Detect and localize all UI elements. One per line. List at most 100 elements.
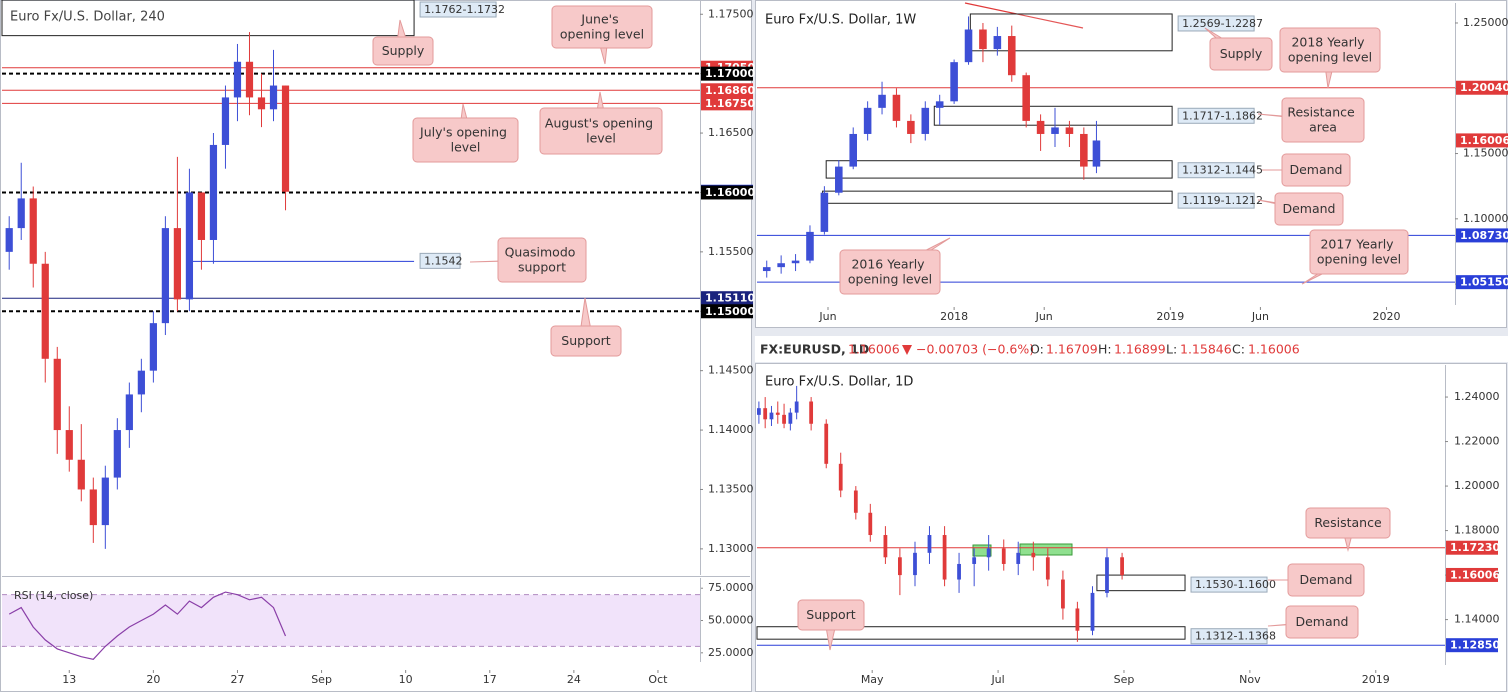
level-label: 1.15110 (705, 292, 755, 305)
y-tick-label: 1.17500 (708, 7, 754, 20)
level-label-box (1446, 540, 1498, 555)
callout-text: 2018 Yearly opening level (1288, 34, 1372, 64)
open-label: O: (1030, 342, 1044, 357)
candle-body (173, 228, 182, 300)
level-label-box (701, 291, 753, 306)
zone-label: 1.1119-1.1212 (1182, 194, 1263, 207)
candle-body (53, 358, 61, 431)
x-tick-label: Jun (818, 310, 836, 323)
candle-body (149, 323, 157, 371)
callout-box (839, 249, 941, 295)
info-texts: FX:EURUSD, 1D 1.16006 −0.00703 (−0.6%) O… (760, 342, 1300, 357)
candle-body (137, 370, 145, 395)
level-label: 1.08730 (1460, 229, 1508, 242)
candle-body (233, 61, 242, 98)
x-tick-label: Nov (1239, 673, 1261, 686)
level-label-box (1456, 228, 1508, 243)
y-tick-label: 1.14000 (708, 423, 754, 436)
callout-text: 2017 Yearly opening level (1317, 236, 1401, 266)
zone-label-box (1190, 628, 1268, 645)
callout-text: Demand (1282, 201, 1335, 216)
x-tick-label: 2020 (1373, 310, 1401, 323)
candle-body (245, 61, 254, 98)
zone (1096, 574, 1186, 592)
callout-text: Demand (1295, 614, 1348, 629)
candle-body (1036, 120, 1045, 134)
candle-body (853, 490, 858, 513)
callout-box (1305, 507, 1391, 539)
y-tick-label: 1.10000 (1463, 212, 1508, 225)
callout-text: Supply (1220, 46, 1263, 61)
level-label: 1.12850 (1450, 639, 1500, 652)
candle-body (763, 408, 768, 420)
candle-body (878, 94, 886, 108)
candle-body (868, 512, 873, 536)
candle-body (1075, 608, 1080, 631)
x-tick-label: Oct (648, 673, 668, 686)
candle-body (993, 36, 1002, 50)
candle-body (113, 430, 121, 478)
x-tick-label: 27 (230, 673, 244, 686)
candle-body (1001, 548, 1006, 564)
candle-body (257, 97, 266, 110)
candle-body (161, 228, 169, 324)
plot: Euro Fx/U.S. Dollar, 240 1.13000 1.13500 1.… (1, 0, 755, 686)
candle-body (794, 401, 799, 413)
level-label-box (701, 185, 753, 200)
zone-label: 1.1530-1.1600 (1195, 578, 1276, 591)
candle-body (1061, 579, 1065, 609)
candle-body (29, 198, 37, 264)
candle-body (913, 552, 917, 576)
candle-body (281, 85, 290, 192)
zone (825, 160, 1173, 179)
zone-label-box (1177, 107, 1255, 124)
candle-body (762, 267, 771, 272)
level-label: 1.16000 (705, 186, 755, 199)
rsi-line (8, 591, 287, 660)
level-label: 1.16006 (1460, 134, 1508, 147)
info-bar (755, 336, 1508, 362)
candle-body (788, 412, 793, 424)
y-tick-label: 1.14500 (708, 364, 754, 377)
candle-body (775, 412, 780, 415)
x-tick-label: 2019 (1362, 673, 1390, 686)
callout-box (1287, 563, 1365, 597)
candle-body (921, 107, 930, 134)
x-tick-label: 13 (62, 673, 76, 686)
chart-title: Euro Fx/U.S. Dollar, 1W (765, 13, 916, 28)
zone-label-box (1190, 576, 1268, 593)
level-label: 1.05150 (1460, 276, 1508, 289)
level-label-box (1456, 80, 1508, 95)
candle-body (863, 107, 872, 134)
candle-body (197, 192, 206, 240)
zone-label-box (1177, 15, 1255, 32)
zone-label-box (419, 1, 497, 18)
y-tick-label: 1.13500 (708, 482, 754, 495)
candle-body (1051, 127, 1059, 134)
candle-body (1007, 36, 1016, 76)
candle-body (972, 557, 977, 564)
candle-body (1045, 557, 1050, 580)
callout-box (1309, 229, 1409, 275)
callout-text: Support (806, 607, 856, 622)
candle-body (964, 29, 973, 63)
zone-label-box (1177, 192, 1255, 209)
level-label-box (701, 83, 753, 98)
candle-body (1080, 133, 1088, 167)
chart-title: Euro Fx/U.S. Dollar, 240 (10, 10, 165, 25)
level-label: 1.20040 (1460, 81, 1508, 94)
callout-box (1281, 97, 1365, 143)
callout-text: Quasimodo support (505, 244, 580, 274)
zone (933, 105, 1173, 126)
candle-body (17, 198, 25, 229)
x-tick-label: 2018 (940, 310, 968, 323)
candle-body (125, 394, 133, 431)
candle-body (89, 489, 97, 526)
callout-text: 2016 Yearly opening level (848, 256, 932, 286)
x-tick-label: 17 (483, 673, 497, 686)
y-tick-label: 1.24000 (1454, 390, 1500, 403)
x-tick-label: 10 (399, 673, 413, 686)
candle-body (824, 423, 829, 464)
callout-box (1281, 153, 1351, 187)
